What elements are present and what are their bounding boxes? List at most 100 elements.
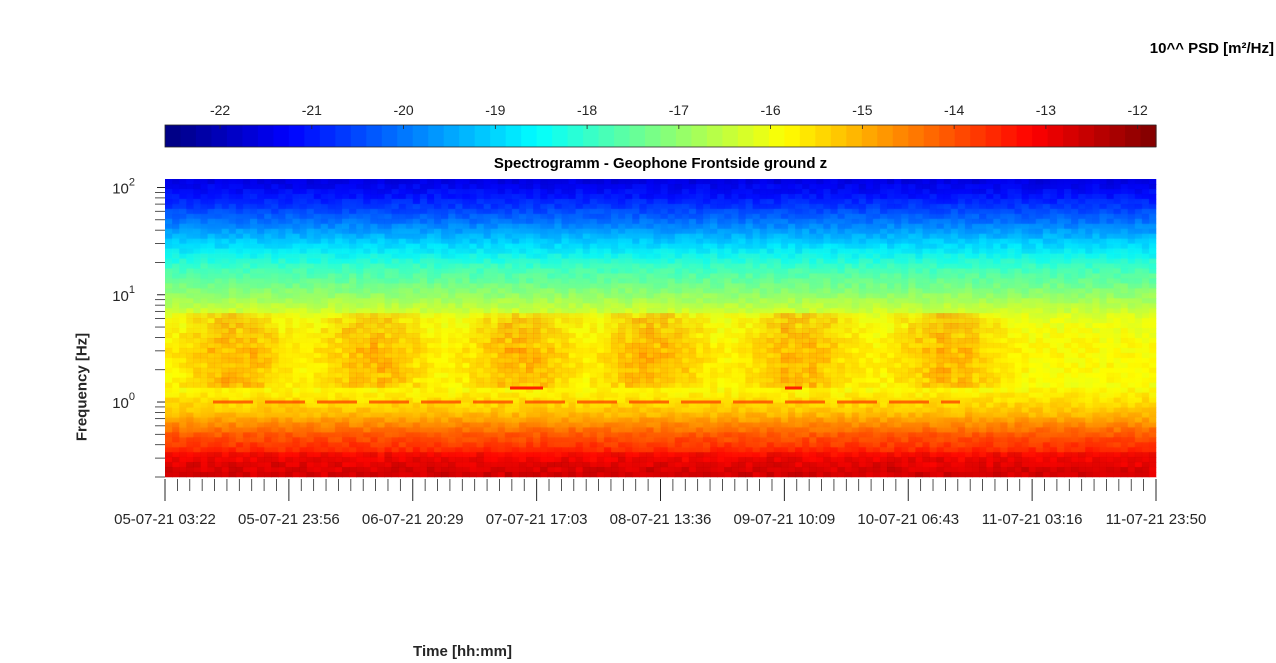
heatmap-cell [872,273,881,279]
heatmap-cell [1007,193,1015,200]
heatmap-cell [1092,347,1100,354]
heatmap-cell [306,228,315,235]
heatmap-cell [780,288,789,294]
heatmap-cell [172,342,180,349]
heatmap-cell [242,318,251,324]
colorbar-segment [242,125,259,147]
heatmap-cell [511,198,520,205]
heatmap-cell [752,263,761,269]
heatmap-cell [964,273,973,279]
heatmap-cell [349,318,357,324]
heatmap-cell [1141,318,1150,324]
heatmap-cell [936,253,945,259]
heatmap-cell [242,278,251,284]
heatmap-cell [837,278,846,284]
heatmap-cell [533,233,541,240]
heatmap-cell [469,218,477,225]
heatmap-cell [257,293,265,299]
heatmap-cell [816,238,824,245]
heatmap-cell [646,273,654,279]
heatmap-cell [200,318,208,324]
heatmap-cell [1042,288,1051,294]
heatmap-cell [936,268,945,274]
heatmap-cell [469,318,477,324]
heatmap-cell [929,283,938,289]
heatmap-cell [1085,328,1093,334]
heatmap-cell [419,337,428,344]
heatmap-cell [228,288,237,294]
heatmap-cell [419,223,428,230]
heatmap-cell [1106,303,1115,309]
heatmap-cell [398,268,407,274]
heatmap-cell [986,323,994,329]
heatmap-cell [264,263,272,269]
heatmap-cell [299,303,308,309]
heatmap-cell [710,283,718,289]
heatmap-cell [667,293,676,299]
heatmap-cell [957,218,966,225]
heatmap-cell [964,337,973,344]
heatmap-cell [441,303,449,309]
heatmap-cell [787,218,796,225]
heatmap-cell [518,238,527,245]
heatmap-cell [1148,263,1157,269]
heatmap-cell [1141,248,1150,254]
heatmap-cell [1007,253,1015,259]
heatmap-cell [455,263,463,269]
heatmap-cell [667,198,676,205]
heatmap-cell [327,253,336,259]
heatmap-cell [1042,258,1051,264]
heatmap-cell [632,248,640,254]
heatmap-cell [193,233,201,240]
heatmap-cell [830,188,838,195]
heatmap-cell [547,308,555,314]
heatmap-cell [540,203,548,210]
heatmap-cell [1071,303,1079,309]
heatmap-cell [391,268,400,274]
heatmap-cell [1056,303,1065,309]
heatmap-cell [1085,243,1093,250]
heatmap-cell [688,243,697,250]
heatmap-cell [660,347,669,354]
heatmap-cell [702,218,711,225]
heatmap-cell [179,233,187,240]
heatmap-cell [901,278,909,284]
heatmap-cell [518,298,527,304]
heatmap-cell [391,193,400,200]
heatmap-cell [618,288,626,294]
heatmap-cell [363,323,371,329]
heatmap-cell [632,293,640,299]
heatmap-cell [596,183,605,190]
heatmap-cell [476,268,485,274]
heatmap-cell [865,278,874,284]
heatmap-cell [405,233,414,240]
heatmap-cell [858,293,867,299]
heatmap-cell [271,342,279,349]
heatmap-cell [1099,193,1107,200]
heatmap-cell [908,268,916,274]
heatmap-cell [674,203,683,210]
heatmap-cell [915,213,923,220]
heatmap-cell [787,258,796,264]
heatmap-cell [887,253,895,259]
heatmap-cell [441,183,449,190]
heatmap-cell [745,318,754,324]
heatmap-cell [688,233,697,240]
heatmap-cell [943,218,952,225]
heatmap-cell [986,203,994,210]
heatmap-cell [752,293,761,299]
heatmap-cell [490,308,499,314]
heatmap-cell [710,342,718,349]
heatmap-cell [547,298,555,304]
heatmap-cell [872,223,881,230]
heatmap-cell [207,263,216,269]
heatmap-cell [752,233,761,240]
heatmap-cell [306,298,315,304]
heatmap-cell [667,243,676,250]
heatmap-cell [695,198,704,205]
heatmap-cell [1000,337,1008,344]
heatmap-cell [632,228,640,235]
heatmap-cell [547,337,555,344]
heatmap-cell [1035,248,1044,254]
heatmap-cell [660,293,669,299]
